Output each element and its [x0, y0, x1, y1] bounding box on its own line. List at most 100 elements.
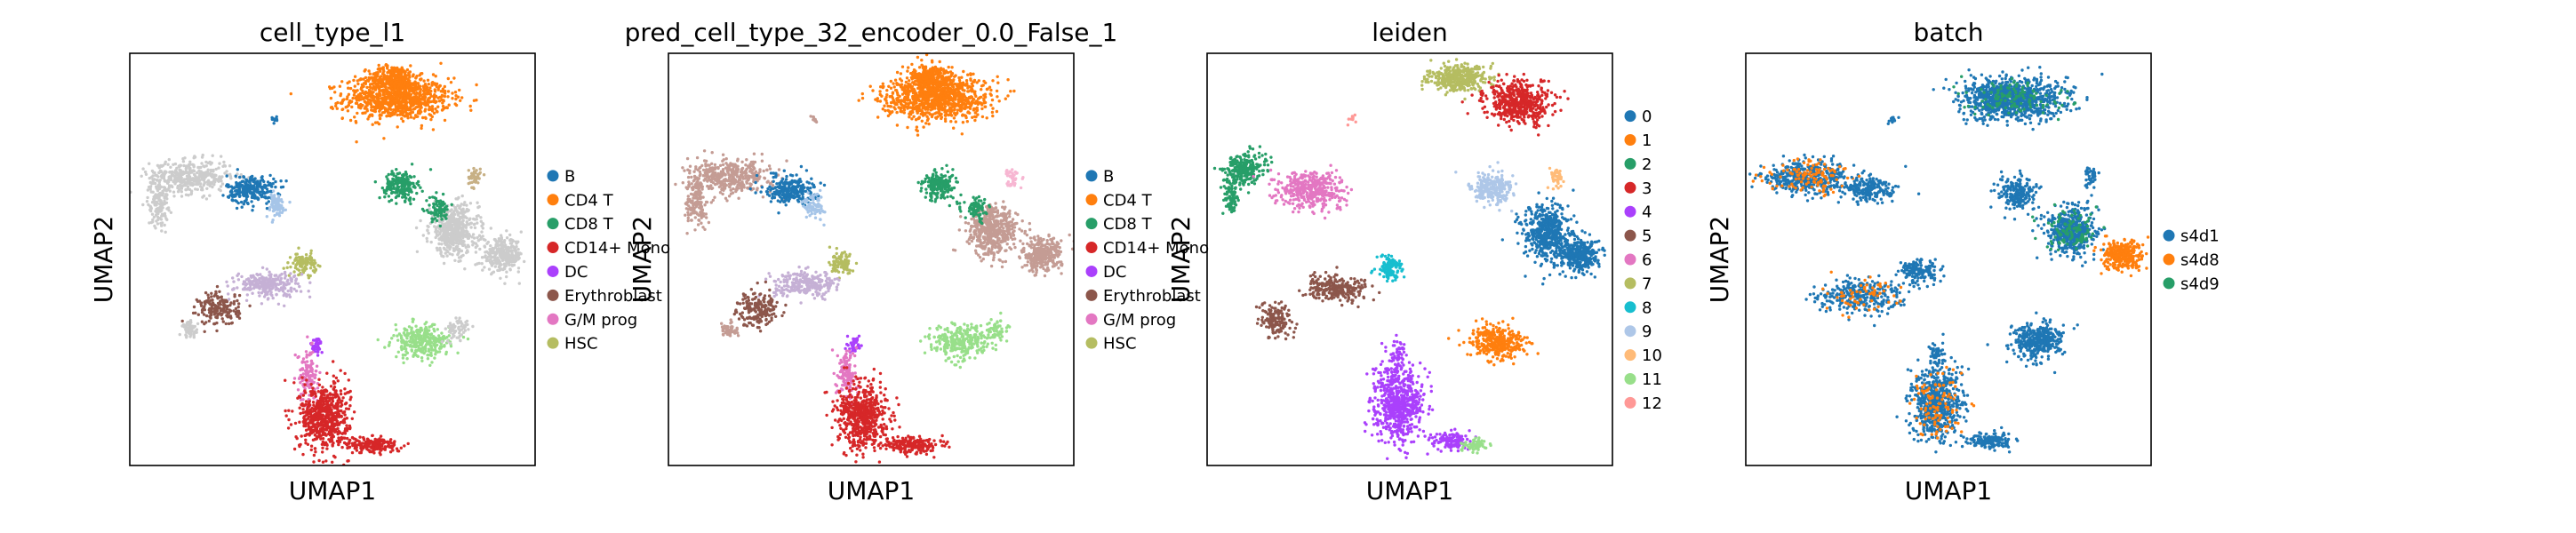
data-point	[450, 326, 454, 330]
data-point	[411, 83, 415, 87]
data-point	[439, 220, 443, 224]
data-point	[451, 253, 454, 257]
data-point	[471, 324, 475, 329]
data-point	[162, 186, 166, 189]
data-point	[476, 201, 479, 204]
data-point	[228, 303, 232, 307]
data-point	[252, 279, 256, 282]
data-point	[412, 317, 415, 322]
data-point	[340, 116, 344, 121]
data-point	[457, 195, 460, 200]
data-point	[378, 90, 381, 94]
data-point	[292, 274, 297, 278]
data-point	[318, 397, 323, 401]
data-point	[394, 175, 398, 179]
data-point	[349, 395, 353, 399]
data-point	[518, 251, 522, 255]
data-point	[435, 219, 439, 223]
data-point	[428, 105, 431, 109]
data-point	[321, 413, 324, 417]
data-point	[333, 411, 338, 415]
data-point	[263, 290, 267, 294]
data-point	[292, 381, 296, 385]
data-point	[289, 286, 293, 290]
data-point	[159, 218, 164, 221]
data-point	[439, 229, 444, 233]
data-point	[316, 354, 320, 357]
data-point	[429, 354, 433, 357]
data-point	[307, 425, 310, 428]
data-point	[393, 84, 396, 88]
data-point	[309, 352, 313, 356]
data-point	[387, 107, 390, 111]
data-point	[499, 243, 502, 247]
data-point	[287, 409, 291, 412]
data-point	[456, 213, 460, 217]
data-point	[504, 243, 508, 247]
data-point	[420, 343, 423, 346]
data-point	[395, 202, 398, 205]
data-point	[461, 243, 465, 248]
data-point	[260, 195, 264, 199]
data-point	[461, 235, 465, 240]
data-point	[340, 415, 343, 418]
scatter-cluster	[470, 229, 526, 285]
data-point	[173, 182, 177, 186]
scatter-cluster	[440, 316, 475, 346]
data-point	[388, 200, 391, 203]
data-point	[373, 121, 378, 124]
data-point	[407, 73, 412, 77]
data-point	[228, 164, 232, 168]
data-point	[286, 289, 290, 293]
data-point	[361, 91, 365, 95]
data-point	[469, 226, 473, 229]
data-point	[444, 228, 448, 232]
data-point	[415, 250, 420, 253]
data-point	[321, 392, 324, 395]
data-point	[220, 155, 223, 158]
data-point	[194, 187, 197, 191]
data-point	[309, 342, 314, 346]
data-point	[396, 113, 399, 117]
data-point	[206, 171, 210, 174]
data-point	[177, 171, 180, 176]
data-point	[457, 256, 461, 259]
data-point	[324, 396, 328, 400]
data-point	[312, 346, 316, 351]
data-point	[168, 171, 172, 174]
data-point	[359, 77, 363, 81]
data-point	[374, 85, 378, 89]
data-point	[433, 356, 436, 360]
data-point	[183, 184, 188, 187]
data-point	[255, 283, 259, 287]
data-point	[262, 191, 266, 195]
data-point	[433, 206, 436, 210]
data-point	[146, 195, 149, 200]
data-point	[274, 185, 277, 189]
data-point	[401, 353, 405, 357]
data-point	[443, 345, 446, 348]
data-point	[317, 338, 321, 341]
data-point	[442, 334, 445, 338]
data-point	[440, 339, 444, 344]
data-point	[460, 324, 463, 328]
data-point	[292, 377, 297, 380]
data-point	[147, 185, 151, 189]
data-point	[202, 313, 206, 316]
data-point	[388, 340, 392, 345]
data-point	[260, 175, 264, 179]
data-point	[429, 89, 433, 93]
data-point	[200, 310, 204, 314]
data-point	[221, 194, 225, 197]
data-point	[345, 97, 348, 101]
data-point	[315, 405, 318, 410]
data-point	[443, 237, 446, 242]
data-point	[428, 338, 432, 342]
data-point	[301, 260, 306, 264]
data-point	[305, 378, 308, 382]
data-point	[472, 217, 476, 221]
data-point	[324, 389, 329, 394]
data-point	[443, 225, 447, 228]
data-point	[515, 245, 518, 249]
data-point	[472, 179, 476, 183]
